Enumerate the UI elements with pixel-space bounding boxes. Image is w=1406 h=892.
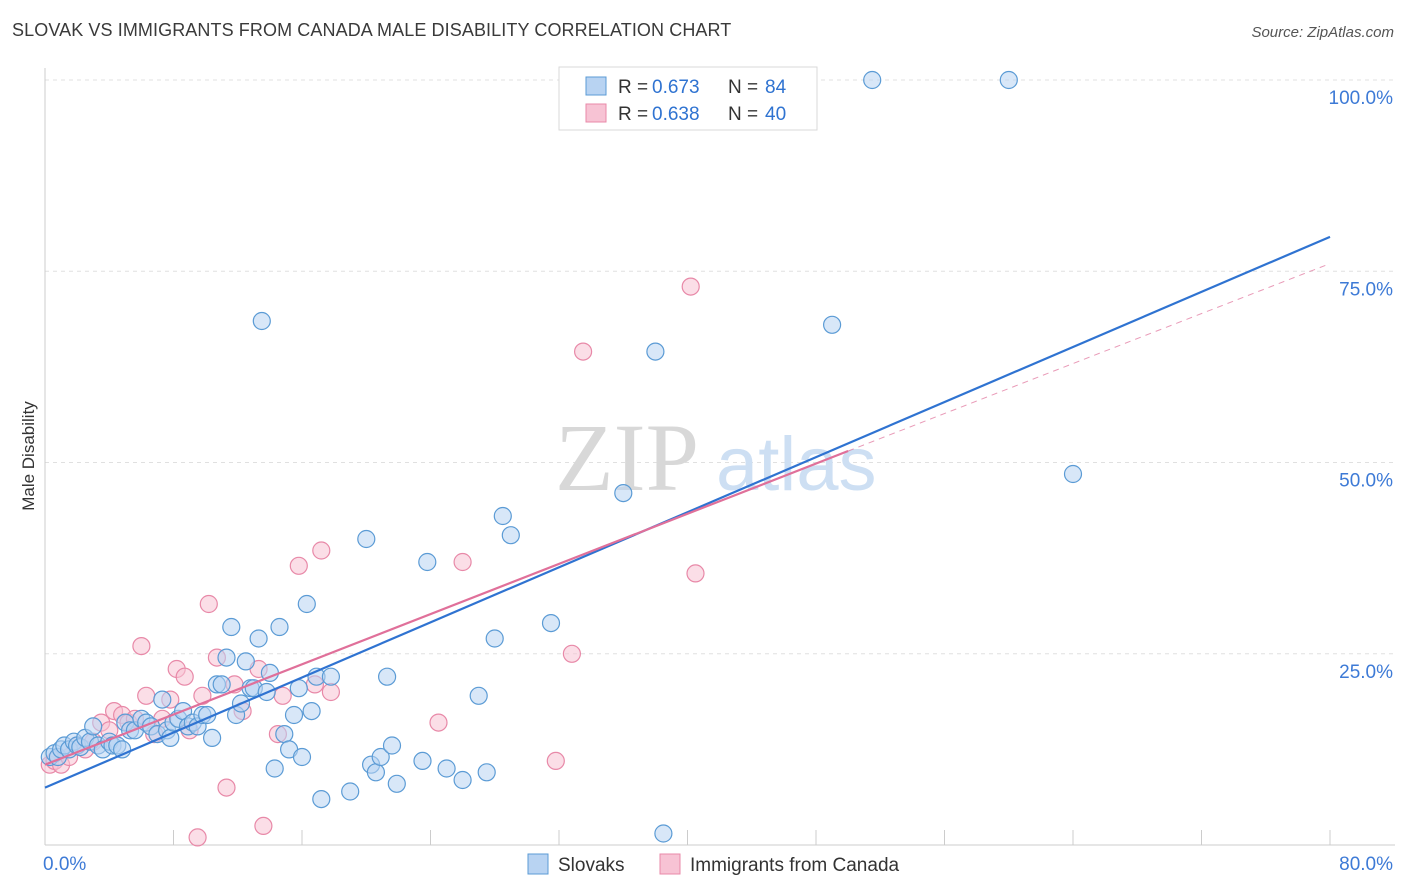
slovaks-point bbox=[453, 770, 472, 790]
slovaks-point bbox=[999, 70, 1018, 90]
slovaks-point bbox=[321, 667, 340, 686]
slovaks-point bbox=[297, 594, 316, 614]
y-tick-label: 75.0% bbox=[1339, 279, 1393, 300]
bottom-legend-swatch-canada bbox=[659, 853, 681, 875]
slovaks-point bbox=[387, 774, 406, 793]
slovaks-point bbox=[302, 701, 321, 721]
canada-point bbox=[199, 594, 218, 614]
slovaks-point bbox=[437, 759, 456, 778]
legend-n-label-slovaks: N = bbox=[728, 77, 763, 98]
slovaks-point bbox=[265, 759, 284, 778]
legend-r-label-slovaks: R = bbox=[618, 77, 653, 98]
slovaks-point bbox=[236, 652, 255, 671]
legend-swatch-canada bbox=[585, 103, 607, 123]
slovaks-point bbox=[493, 506, 512, 526]
x-tick-label-min: 0.0% bbox=[43, 854, 86, 875]
points-layer bbox=[40, 70, 1083, 847]
slovaks-point bbox=[469, 686, 488, 705]
slovaks-point bbox=[378, 667, 397, 686]
canada-point bbox=[188, 828, 207, 847]
slovaks-point bbox=[501, 526, 520, 545]
slovaks-point bbox=[477, 763, 496, 782]
slovaks-point bbox=[485, 629, 504, 648]
bottom-legend-label-canada: Immigrants from Canada bbox=[690, 855, 900, 876]
slovaks-point bbox=[84, 717, 103, 736]
y-axis-label: Male Disability bbox=[19, 401, 38, 511]
legend-n-label-canada: N = bbox=[728, 104, 763, 125]
legend-r-label-canada: R = bbox=[618, 104, 653, 125]
slovaks-point bbox=[654, 824, 673, 843]
x-tick-label-max: 80.0% bbox=[1339, 854, 1393, 875]
canada-trendline bbox=[44, 450, 849, 766]
canada-point bbox=[321, 682, 340, 702]
legend-r-value-canada: 0.638 bbox=[652, 104, 700, 125]
canada-point bbox=[681, 277, 700, 296]
axis-layer: 25.0% 50.0% 75.0% 100.0% 0.0% 80.0% bbox=[43, 68, 1395, 875]
bottom-legend-label-slovaks: Slovaks bbox=[558, 855, 625, 876]
slovaks-point bbox=[413, 751, 432, 771]
slovaks-point bbox=[292, 747, 312, 767]
y-tick-label: 25.0% bbox=[1339, 662, 1393, 683]
canada-point bbox=[453, 552, 472, 572]
bottom-legend-swatch-slovaks bbox=[527, 853, 549, 875]
canada-point bbox=[137, 686, 156, 705]
canada-point bbox=[175, 667, 194, 686]
canada-point bbox=[132, 636, 151, 656]
stats-legend: R = 0.673 N = 84 R = 0.638 N = 40 bbox=[558, 66, 818, 131]
watermark: ZIP atlas bbox=[555, 404, 877, 511]
slovaks-point bbox=[418, 552, 437, 572]
legend-r-value-slovaks: 0.673 bbox=[652, 77, 700, 98]
canada-point bbox=[273, 686, 292, 705]
canada-trendline-extension bbox=[847, 263, 1331, 452]
chart-source: Source: ZipAtlas.com bbox=[1251, 24, 1394, 41]
canada-point bbox=[217, 778, 236, 797]
slovaks-point bbox=[252, 311, 271, 331]
slovaks-point bbox=[371, 747, 390, 767]
slovaks-point bbox=[203, 728, 222, 748]
slovaks-point bbox=[541, 613, 561, 633]
canada-point bbox=[546, 751, 565, 771]
slovaks-trendline bbox=[44, 235, 1331, 789]
slovaks-point bbox=[382, 736, 402, 755]
slovaks-point bbox=[153, 690, 172, 709]
legend-n-value-canada: 40 bbox=[765, 104, 786, 125]
slovaks-point bbox=[1063, 464, 1083, 484]
chart-title: SLOVAK VS IMMIGRANTS FROM CANADA MALE DI… bbox=[12, 20, 732, 40]
canada-point bbox=[562, 644, 582, 663]
canada-point bbox=[686, 564, 705, 583]
slovaks-point bbox=[275, 724, 294, 744]
canada-point bbox=[254, 816, 273, 836]
slovaks-point bbox=[357, 529, 376, 549]
slovaks-point bbox=[249, 629, 268, 648]
y-tick-label: 50.0% bbox=[1339, 471, 1393, 492]
series-legend: Slovaks Immigrants from Canada bbox=[527, 853, 900, 876]
slovaks-point bbox=[646, 342, 665, 361]
canada-point bbox=[573, 342, 593, 361]
slovaks-point bbox=[822, 315, 842, 334]
slovaks-point bbox=[212, 675, 231, 694]
grid-layer bbox=[45, 79, 1395, 655]
slovaks-point bbox=[222, 617, 241, 637]
slovaks-point bbox=[284, 705, 304, 725]
legend-swatch-slovaks bbox=[585, 76, 607, 96]
slovaks-point bbox=[341, 782, 360, 801]
slovaks-point bbox=[366, 763, 385, 782]
slovaks-point bbox=[270, 617, 289, 637]
slovaks-point bbox=[863, 70, 882, 90]
legend-n-value-slovaks: 84 bbox=[765, 77, 787, 98]
canada-point bbox=[429, 713, 448, 732]
trend-layer bbox=[44, 235, 1331, 789]
slovaks-point bbox=[217, 648, 236, 667]
canada-point bbox=[312, 541, 331, 560]
slovaks-point bbox=[614, 484, 633, 503]
y-tick-label: 100.0% bbox=[1329, 88, 1394, 109]
canada-point bbox=[289, 556, 308, 575]
slovaks-point bbox=[312, 789, 331, 809]
